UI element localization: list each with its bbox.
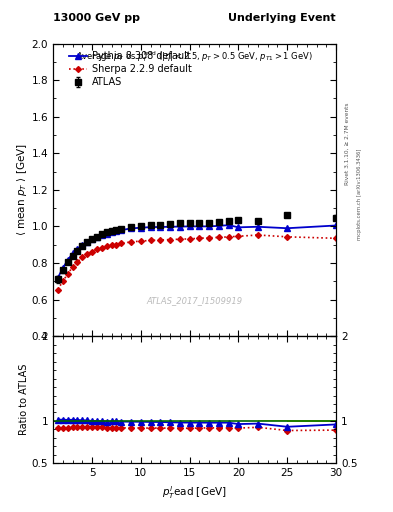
Sherpa 2.2.9 default [158,237,163,243]
Sherpa 2.2.9 default [114,242,119,248]
Pythia 8.308 default [334,222,338,228]
Pythia 8.308 default [255,224,260,230]
Sherpa 2.2.9 default [148,238,153,244]
Line: Pythia 8.308 default: Pythia 8.308 default [55,222,339,281]
Pythia 8.308 default [158,224,163,230]
Sherpa 2.2.9 default [168,237,173,243]
Pythia 8.308 default [187,223,192,229]
Pythia 8.308 default [65,257,70,263]
Sherpa 2.2.9 default [95,246,99,252]
Pythia 8.308 default [85,239,90,245]
Sherpa 2.2.9 default [236,233,241,239]
Pythia 8.308 default [95,234,99,240]
Pythia 8.308 default [129,225,134,231]
Line: Sherpa 2.2.9 default: Sherpa 2.2.9 default [56,233,338,291]
Pythia 8.308 default [178,224,182,230]
Sherpa 2.2.9 default [285,234,290,240]
Sherpa 2.2.9 default [109,242,114,248]
Sherpa 2.2.9 default [55,286,60,292]
Pythia 8.308 default [148,224,153,230]
Pythia 8.308 default [114,228,119,234]
Sherpa 2.2.9 default [217,234,221,241]
Sherpa 2.2.9 default [99,245,104,251]
Pythia 8.308 default [99,232,104,238]
Pythia 8.308 default [285,225,290,231]
Text: Underlying Event: Underlying Event [228,13,336,23]
Sherpa 2.2.9 default [80,254,84,261]
Pythia 8.308 default [90,236,94,242]
Sherpa 2.2.9 default [119,240,124,246]
Sherpa 2.2.9 default [255,232,260,238]
Pythia 8.308 default [138,225,143,231]
Pythia 8.308 default [80,242,84,248]
Pythia 8.308 default [217,223,221,229]
X-axis label: $p_T^l$ead [GeV]: $p_T^l$ead [GeV] [162,484,227,501]
Text: Rivet 3.1.10, ≥ 2.7M events: Rivet 3.1.10, ≥ 2.7M events [345,102,350,185]
Text: 13000 GeV pp: 13000 GeV pp [53,13,140,23]
Sherpa 2.2.9 default [90,248,94,254]
Pythia 8.308 default [55,274,60,281]
Pythia 8.308 default [168,224,173,230]
Sherpa 2.2.9 default [226,234,231,240]
Sherpa 2.2.9 default [85,251,90,258]
Sherpa 2.2.9 default [197,235,202,241]
Pythia 8.308 default [119,227,124,233]
Pythia 8.308 default [236,224,241,230]
Sherpa 2.2.9 default [334,235,338,241]
Sherpa 2.2.9 default [105,243,109,249]
Pythia 8.308 default [197,223,202,229]
Pythia 8.308 default [105,230,109,237]
Text: mcplots.cern.ch [arXiv:1306.3436]: mcplots.cern.ch [arXiv:1306.3436] [357,149,362,240]
Y-axis label: $\langle$ mean $p_T$ $\rangle$ [GeV]: $\langle$ mean $p_T$ $\rangle$ [GeV] [15,143,29,236]
Legend: Pythia 8.308 default, Sherpa 2.2.9 default, ATLAS: Pythia 8.308 default, Sherpa 2.2.9 defau… [69,51,191,87]
Pythia 8.308 default [207,223,211,229]
Sherpa 2.2.9 default [138,238,143,244]
Sherpa 2.2.9 default [61,278,65,284]
Pythia 8.308 default [109,229,114,236]
Sherpa 2.2.9 default [75,259,80,265]
Y-axis label: Ratio to ATLAS: Ratio to ATLAS [19,364,29,435]
Sherpa 2.2.9 default [178,236,182,242]
Pythia 8.308 default [75,246,80,252]
Sherpa 2.2.9 default [129,239,134,245]
Text: ATLAS_2017_I1509919: ATLAS_2017_I1509919 [147,296,242,306]
Text: Average $p_T$ vs $p_T^{\mathrm{lead}}$ ($|\eta|<2.5$, $p_T>0.5$ GeV, $p_{T1}>1$ : Average $p_T$ vs $p_T^{\mathrm{lead}}$ (… [76,49,313,65]
Sherpa 2.2.9 default [187,236,192,242]
Sherpa 2.2.9 default [207,234,211,241]
Pythia 8.308 default [70,250,75,257]
Pythia 8.308 default [61,265,65,271]
Sherpa 2.2.9 default [70,264,75,270]
Pythia 8.308 default [226,222,231,228]
Sherpa 2.2.9 default [65,271,70,277]
